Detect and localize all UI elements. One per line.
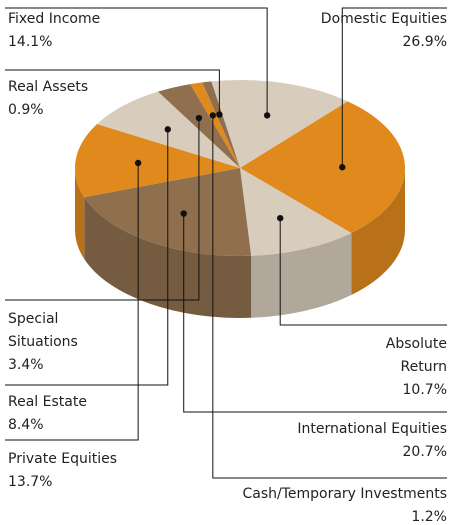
slice (190, 82, 240, 168)
slice-label: Real Estate 8.4% (8, 391, 208, 437)
slice (211, 79, 348, 168)
label-value: 14.1% (8, 34, 53, 50)
leader-dot (180, 210, 187, 217)
slice-label: Fixed Income 14.1% (8, 8, 208, 54)
label-name: International Equities (297, 421, 447, 437)
leader-line (5, 118, 200, 301)
leader-dot (277, 214, 284, 222)
leader-line (5, 7, 268, 116)
slice-side (351, 168, 405, 295)
label-value: 0.9% (8, 102, 44, 118)
leader-line (5, 162, 139, 441)
slice (240, 168, 352, 256)
slice (202, 81, 240, 168)
leader-dot (263, 112, 271, 119)
label-value: 10.7% (402, 382, 447, 398)
label-name: Real Assets (8, 79, 89, 95)
slice-label: Special Situations 3.4% (8, 308, 98, 377)
label-name: Fixed Income (8, 11, 101, 27)
leader-dot (216, 111, 223, 118)
label-name: Special Situations (8, 311, 78, 350)
slice-side (75, 168, 85, 260)
leader-dot (339, 164, 346, 171)
slice (74, 124, 240, 198)
slice-side (251, 232, 352, 318)
leader-line (279, 218, 447, 326)
label-value: 1.2% (411, 509, 447, 525)
label-name: Cash/Temporary Investments (242, 486, 447, 502)
label-value: 8.4% (8, 417, 44, 433)
leaders (5, 7, 447, 479)
slice-label: Real Assets 0.9% (8, 76, 208, 122)
leader-line (183, 213, 447, 413)
leader-line (5, 69, 220, 115)
label-name: Real Estate (8, 394, 87, 410)
label-name: Domestic Equities (320, 11, 447, 27)
slice-label: Private Equities 13.7% (8, 448, 208, 494)
slice-label: Domestic Equities 26.9% (247, 8, 447, 54)
leader-dot (164, 126, 171, 133)
slice-label: Absolute Return 10.7% (367, 333, 447, 402)
leader-dot (209, 112, 217, 119)
leader-dot (134, 159, 142, 167)
label-name: Absolute Return (385, 336, 447, 375)
leader-line (212, 115, 447, 479)
slice (240, 101, 405, 233)
label-value: 26.9% (402, 34, 447, 50)
label-value: 3.4% (8, 357, 44, 373)
leader-line (341, 7, 447, 168)
slice-label: International Equities 20.7% (247, 418, 447, 464)
label-name: Private Equities (8, 451, 118, 467)
label-value: 20.7% (402, 444, 447, 460)
leader-line (5, 129, 169, 386)
slice-label: Cash/Temporary Investments 1.2% (187, 483, 447, 525)
label-value: 13.7% (8, 474, 53, 490)
leader-dot (195, 114, 203, 122)
